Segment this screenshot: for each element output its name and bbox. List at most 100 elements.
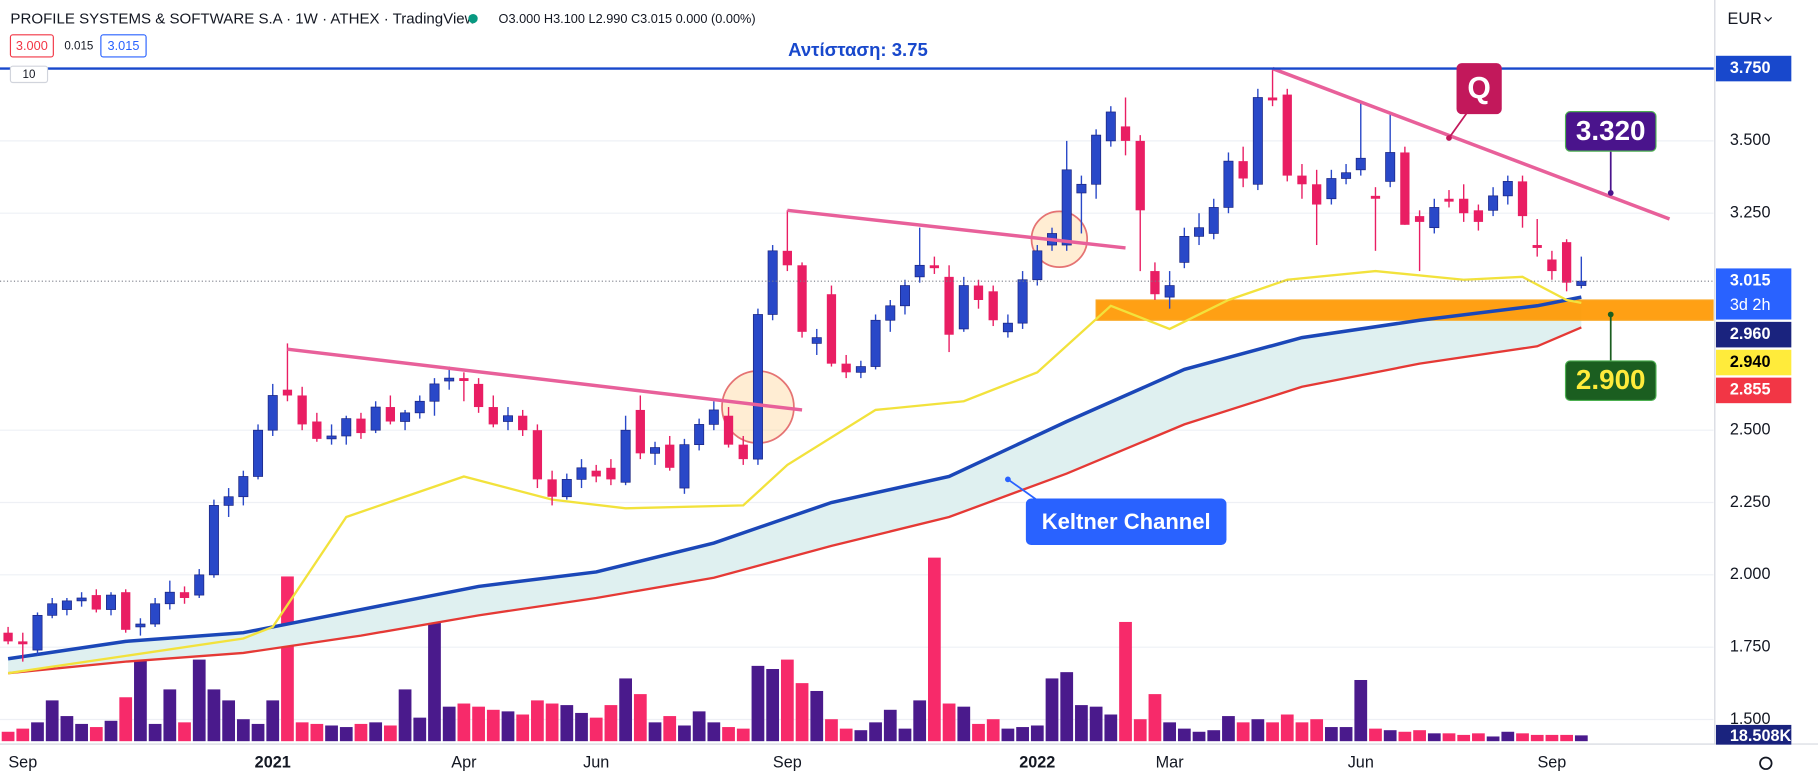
volume-bar: [795, 683, 809, 742]
volume-bar: [1457, 734, 1471, 742]
volume-bar: [531, 700, 544, 742]
volume-bar: [516, 714, 530, 742]
trendline: [1271, 66, 1671, 221]
candle-body: [811, 337, 822, 344]
volume-bar: [89, 727, 103, 742]
candle-body: [841, 363, 851, 373]
candle-body: [91, 595, 101, 610]
candle-body: [1179, 236, 1190, 263]
candle-body: [179, 592, 190, 598]
candle-body: [32, 614, 43, 651]
volume-axis-label-box: [1715, 724, 1792, 746]
candle-body: [1370, 195, 1381, 199]
volume-bar: [251, 723, 265, 742]
candle-body: [106, 594, 116, 610]
candle-body: [708, 409, 719, 425]
candle-body: [400, 412, 411, 422]
volume-bar: [780, 659, 794, 742]
ohlc-legend: O3.000 H3.100 L2.990 C3.015 0.000 (0.00%…: [499, 11, 756, 26]
volume-bar: [207, 689, 221, 742]
last-price-label-countdown: 3d 2h: [1730, 296, 1771, 314]
volume-bar: [1574, 735, 1588, 742]
currency-caret: [1764, 17, 1773, 22]
currency-selector[interactable]: EUR: [1728, 10, 1762, 28]
candle-body: [267, 395, 278, 431]
volume-bar: [192, 659, 206, 742]
volume-bar: [1324, 727, 1338, 742]
y-tick-label: 3.500: [1730, 131, 1771, 149]
candle-body: [1385, 152, 1396, 182]
candle-body: [312, 421, 322, 439]
candle-body: [899, 285, 910, 307]
indicator-line: [7, 269, 1582, 675]
market-status-dot: [468, 13, 478, 24]
volume-bar: [369, 722, 383, 742]
line-value-label-box: [1715, 377, 1792, 404]
time-axis-area: [0, 744, 1818, 783]
volume-bar: [1207, 730, 1221, 742]
volume-axis-label: 18.508K: [1730, 727, 1792, 745]
volume-bar: [1530, 734, 1544, 742]
channel-fill: [8, 297, 1582, 674]
volume-bar: [281, 576, 294, 742]
candle-body: [1517, 181, 1528, 217]
candle-body: [164, 591, 175, 605]
resistance-label: Αντίσταση: 3.75: [788, 39, 928, 60]
volume-bar: [75, 723, 88, 742]
volume-bar: [325, 725, 338, 742]
indicator-line: [7, 326, 1582, 675]
candle-body: [1208, 207, 1219, 234]
candle-body: [76, 597, 87, 602]
candle-body: [870, 319, 881, 367]
volume-bar: [1398, 731, 1412, 742]
candle-body: [694, 424, 705, 446]
candle-body: [18, 641, 28, 645]
callout-text: 3.320: [1576, 115, 1646, 146]
candle-body: [988, 291, 998, 321]
volume-bar: [119, 697, 133, 742]
volume-bar: [1472, 733, 1485, 742]
x-tick-label: Apr: [451, 754, 477, 772]
volume-bar: [222, 700, 236, 742]
volume-bar: [1236, 722, 1250, 742]
volume-bar: [398, 689, 412, 742]
volume-bar: [486, 709, 500, 742]
volume-bar: [1310, 719, 1324, 742]
candle-body: [885, 305, 896, 321]
indicator-toggle[interactable]: [9, 65, 49, 84]
ask-box[interactable]: [100, 34, 147, 58]
candle-body: [3, 632, 13, 642]
candle-body: [121, 592, 131, 630]
candle-body: [1429, 207, 1440, 229]
volume-bar: [428, 614, 441, 742]
candle-body: [61, 600, 72, 610]
volume-bar: [869, 722, 882, 742]
callout-anchor: [1005, 476, 1011, 483]
volume-bar: [178, 722, 191, 742]
volume-bar: [1104, 714, 1118, 742]
volume-bar: [825, 719, 838, 742]
volume-bar: [339, 727, 353, 742]
candle-body: [1223, 160, 1234, 208]
candle-body: [620, 429, 631, 483]
candle-body: [370, 406, 381, 431]
x-tick-label: 2022: [1019, 754, 1055, 772]
callout-text: Keltner Channel: [1042, 509, 1211, 534]
y-tick-label: 1.500: [1730, 710, 1771, 728]
candle-body: [208, 505, 219, 576]
volume-bar: [1266, 722, 1279, 742]
candle-body: [1017, 279, 1028, 324]
candle-body: [1414, 216, 1425, 222]
volume-bar: [751, 665, 765, 742]
volume-bar: [678, 725, 691, 742]
volume-bar: [839, 728, 853, 742]
candle-body: [1282, 94, 1292, 176]
volume-bar: [898, 728, 912, 742]
volume-bar: [560, 705, 574, 742]
candle-body: [1061, 169, 1072, 246]
bid-box[interactable]: [9, 34, 54, 58]
candle-body: [473, 383, 484, 408]
candle-body: [767, 250, 778, 315]
volume-bar: [1001, 728, 1015, 742]
